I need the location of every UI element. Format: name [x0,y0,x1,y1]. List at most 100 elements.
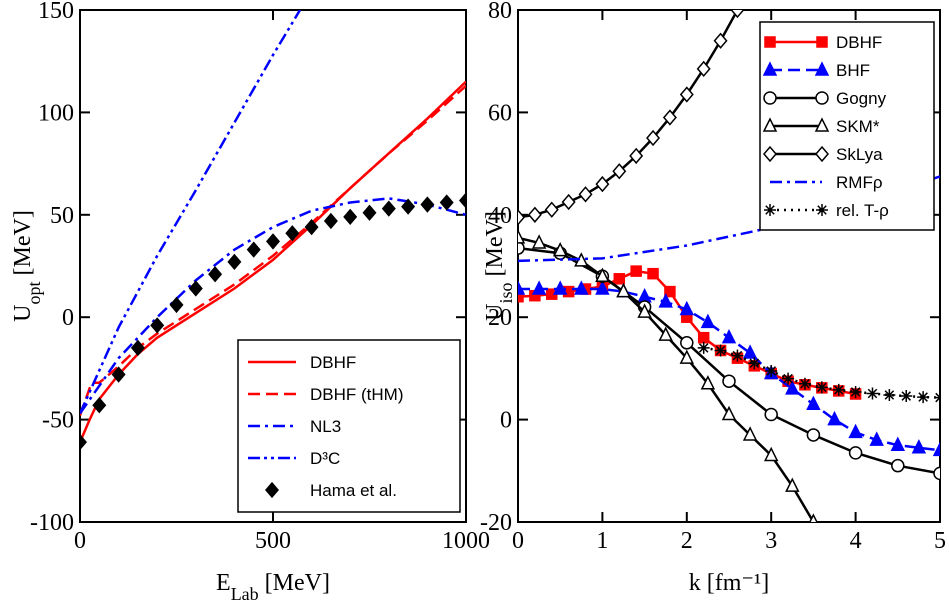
marker [629,147,644,165]
marker [208,266,223,283]
plot-area [518,10,940,522]
marker [679,86,694,103]
y-axis-label: Uiso [MeV] [482,211,516,321]
marker [647,267,659,280]
marker [890,436,906,451]
marker [806,395,821,410]
legend-label: BHF [836,61,870,80]
marker [439,194,454,211]
marker [169,296,184,314]
marker [696,60,711,78]
x-tick-label: 0 [74,528,86,554]
marker [933,466,940,481]
marker [561,193,576,211]
marker [527,206,542,223]
marker [764,36,776,48]
marker [849,385,862,398]
series-line [518,287,940,452]
marker [420,196,435,213]
marker [748,357,761,370]
x-axis-label: ELab [MeV] [216,570,330,602]
x-tick-label: 500 [255,528,291,554]
marker [595,175,610,193]
x-tick-label: 3 [765,528,777,554]
marker [765,364,778,377]
marker [934,391,940,404]
marker [658,326,673,341]
marker [848,446,863,460]
y-tick-label: 150 [38,0,74,24]
marker [816,36,828,48]
marker [658,293,673,308]
legend: DBHF DBHF (tHM) NL3 D³C Hama et al. [237,339,461,513]
legend-label: SKM* [836,117,880,136]
marker [848,423,863,439]
x-tick-label: 2 [681,528,693,554]
y-tick-label: 50 [50,203,74,229]
legend-label: DBHF [836,33,882,52]
x-axis-label-part: E [216,570,231,596]
marker [613,273,626,285]
marker [595,280,610,295]
marker [518,209,525,226]
marker [574,280,589,295]
y-axis-label-part: [MeV] [482,211,508,282]
marker [763,145,777,163]
marker [798,377,811,390]
y-tick-label: 20 [488,305,512,331]
marker [616,282,631,298]
marker [111,366,126,383]
plot-frame [517,9,941,523]
marker [304,218,319,236]
legend: DBHF BHF Gogny SKM* SkLya RMFρ rel. T-ρ [759,21,935,231]
x-tick-label: 4 [850,528,862,554]
marker [721,329,737,344]
x-tick-label: 0 [512,528,524,554]
marker [815,91,829,105]
marker [518,280,526,295]
marker [595,267,610,282]
marker [518,290,524,303]
marker [806,428,821,442]
legend-label: Hama et al. [310,481,397,500]
marker [697,331,710,344]
x-axis-label-part: [MeV] [259,570,330,596]
series-line [80,197,466,415]
y-tick-label: -20 [480,510,512,536]
x-axis-label-part: Lab [231,584,259,602]
legend-label: Gogny [836,89,887,108]
marker [578,186,593,203]
marker [714,344,727,357]
x-tick-label: 1000 [442,528,490,554]
marker [785,477,800,492]
marker [815,381,828,394]
marker [832,383,845,396]
legend-label: rel. T-ρ [836,201,889,220]
marker [816,204,828,216]
marker [531,234,547,249]
y-axis-label-part: opt [24,281,44,304]
y-axis-label: Uopt [MeV] [10,210,44,322]
series-line [80,84,466,416]
marker [814,117,830,132]
marker [680,336,694,350]
x-axis-label-part: k [fm⁻¹] [689,570,770,596]
marker [742,344,758,359]
legend-label: SkLya [836,145,883,164]
y-axis-label-part: [MeV] [10,210,36,281]
marker [721,405,737,421]
marker [764,407,778,422]
marker [637,288,652,303]
marker [401,198,416,215]
marker [679,300,695,316]
marker [762,117,778,132]
marker [664,285,676,298]
series-line [518,10,739,219]
marker [809,513,818,522]
marker [700,375,716,390]
marker [646,129,661,147]
y-axis-label-part: U [482,303,508,320]
marker [80,433,87,451]
marker [150,317,165,334]
marker [911,439,927,454]
